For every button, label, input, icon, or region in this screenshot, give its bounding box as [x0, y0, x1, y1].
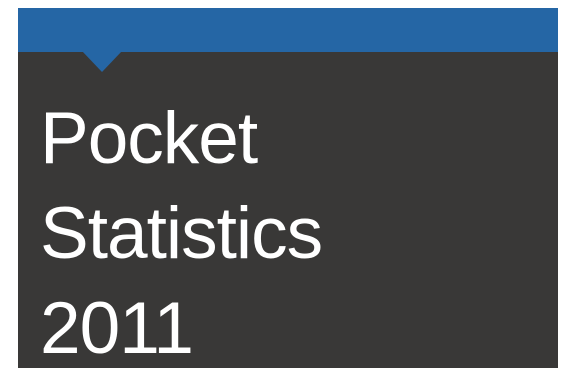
cover-title: Pocket Statistics 2011 — [40, 91, 323, 368]
title-line-3-year: 2011 — [40, 288, 194, 368]
title-line-2: Statistics — [40, 193, 323, 274]
title-line-1: Pocket — [40, 98, 258, 179]
publication-cover: Pocket Statistics 2011 — [18, 8, 558, 368]
header-banner — [18, 8, 558, 52]
banner-pointer — [82, 51, 122, 72]
